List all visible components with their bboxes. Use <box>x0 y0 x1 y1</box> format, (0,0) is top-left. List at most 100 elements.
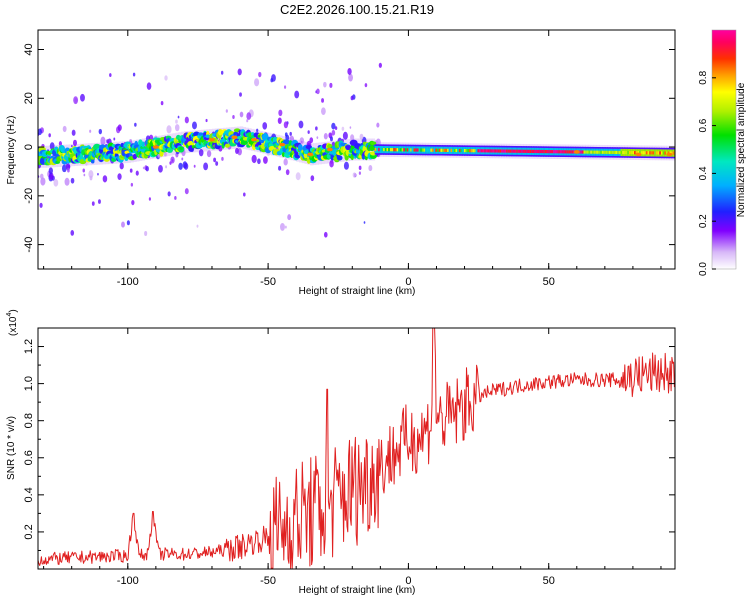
spectrogram-blob <box>369 145 375 151</box>
spectrogram-speck <box>70 177 75 184</box>
spectrogram-speck <box>329 82 333 88</box>
spectrogram-band-core <box>467 149 470 153</box>
spectrogram-band-core <box>615 150 618 155</box>
spectrogram-blob <box>224 143 230 148</box>
spectrogram-band-core <box>383 148 386 152</box>
spectrogram-speck <box>126 220 130 226</box>
spectrogram-band-core <box>433 148 437 152</box>
spectrogram-band-core <box>475 149 479 153</box>
spectrogram-band-core <box>660 151 664 155</box>
spectrogram-band-core <box>391 148 394 152</box>
spectrogram-speck <box>80 93 85 102</box>
spectrogram-speck <box>368 165 373 172</box>
spectrogram-band-core <box>600 150 603 154</box>
spectrogram-speck <box>277 117 282 124</box>
spectrogram-band-core <box>517 149 521 153</box>
spectrogram-speck <box>132 72 136 77</box>
spectrogram-frame <box>37 29 676 270</box>
spectrogram-band-core <box>644 151 647 155</box>
spectrogram-speck <box>310 175 315 182</box>
spectrogram-speck <box>298 120 304 129</box>
spectrogram-band-core <box>610 150 613 154</box>
spectrogram-xtick-label: 0 <box>405 276 411 288</box>
spectrogram-band-core <box>526 149 529 153</box>
spectrogram-speck <box>263 156 268 164</box>
spectrogram-blob <box>179 146 184 151</box>
spectrogram-band-core <box>462 148 465 153</box>
spectrogram-band-core <box>544 149 548 154</box>
spectrogram-speck <box>117 173 122 180</box>
spectrogram-speck <box>203 162 209 171</box>
spectrogram-speck <box>71 144 73 148</box>
spectrogram-band-core <box>504 149 507 153</box>
spectrogram-speck <box>239 92 242 97</box>
spectrogram-band-core <box>485 149 489 153</box>
spectrogram-speck <box>131 199 135 206</box>
svg-text:(x104): (x104) <box>6 309 19 336</box>
spectrogram-band-core <box>534 149 538 154</box>
spectrogram-speck <box>270 78 274 83</box>
spectrogram-band-core <box>649 151 652 155</box>
spectrogram-speck <box>316 136 319 140</box>
spectrogram-speck <box>278 109 283 117</box>
spectrogram-knot <box>251 137 258 142</box>
spectrogram-band-core <box>405 148 408 152</box>
spectrogram-speck <box>309 137 314 144</box>
figure-title: C2E2.2026.100.15.21.R19 <box>280 2 434 17</box>
spectrogram-band-core <box>445 148 448 152</box>
spectrogram-band-core <box>546 149 549 154</box>
spectrogram-band-core <box>463 148 467 153</box>
spectrogram-knot <box>666 152 673 157</box>
spectrogram-speck <box>165 165 168 169</box>
spectrogram-speck <box>193 164 196 168</box>
spectrogram-xlabel: Height of straight line (km) <box>299 286 416 297</box>
spectrogram-blob <box>90 158 95 164</box>
spectrogram-speck <box>148 197 151 201</box>
spectrogram-speck <box>342 131 348 140</box>
spectrogram-band-core <box>443 148 447 152</box>
spectrogram-blob <box>166 147 173 153</box>
spectrogram-band-core <box>426 148 430 152</box>
spectrogram-band-core <box>435 148 438 152</box>
spectrogram-band-core <box>430 148 433 152</box>
snr-series-line <box>38 328 675 569</box>
spectrogram-speck <box>237 68 242 76</box>
snr-xtick-label: 0 <box>405 575 411 587</box>
spectrogram-speck <box>135 170 139 176</box>
spectrogram-band-core <box>640 151 644 155</box>
spectrogram-speck <box>285 169 290 176</box>
spectrogram-speck <box>348 73 353 82</box>
spectrogram-speck <box>239 111 244 118</box>
spectrogram-speck <box>364 83 368 88</box>
colorbar-label: Normalized spectral amplitude <box>736 82 747 217</box>
spectrogram-speck <box>167 191 171 197</box>
spectrogram-band-core <box>551 150 554 154</box>
spectrogram-speck <box>142 166 145 170</box>
spectrogram-speck <box>82 168 85 173</box>
snr-ytick-label: 0.4 <box>23 487 35 502</box>
spectrogram-speck <box>321 107 326 115</box>
spectrogram-band-core <box>623 150 627 155</box>
spectrogram-ytick-label: 40 <box>23 43 35 55</box>
snr-ytick-label: 1.2 <box>23 339 35 354</box>
spectrogram-speck <box>352 172 357 178</box>
spectrogram-band-core <box>489 149 492 153</box>
spectrogram-band-core <box>403 148 406 152</box>
colorbar-gradient <box>711 29 737 270</box>
spectrogram-speck <box>89 175 93 181</box>
spectrogram-band-core <box>622 150 625 155</box>
spectrogram-speck <box>225 109 228 113</box>
spectrogram-speck <box>144 231 148 236</box>
spectrogram-speck <box>129 168 133 173</box>
spectrogram-speck <box>294 90 300 99</box>
spectrogram-blob <box>132 153 138 160</box>
colorbar-tick-label: 0.0 <box>698 262 709 276</box>
spectrogram-speck <box>363 221 366 224</box>
spectrogram-band-core <box>376 147 379 152</box>
spectrogram-band-core <box>514 149 517 153</box>
spectrogram-knot <box>152 145 159 149</box>
spectrogram-speck <box>70 229 75 236</box>
spectrogram-band-core <box>457 148 460 153</box>
spectrogram-speck <box>341 126 345 131</box>
spectrogram-band-core <box>613 150 617 155</box>
